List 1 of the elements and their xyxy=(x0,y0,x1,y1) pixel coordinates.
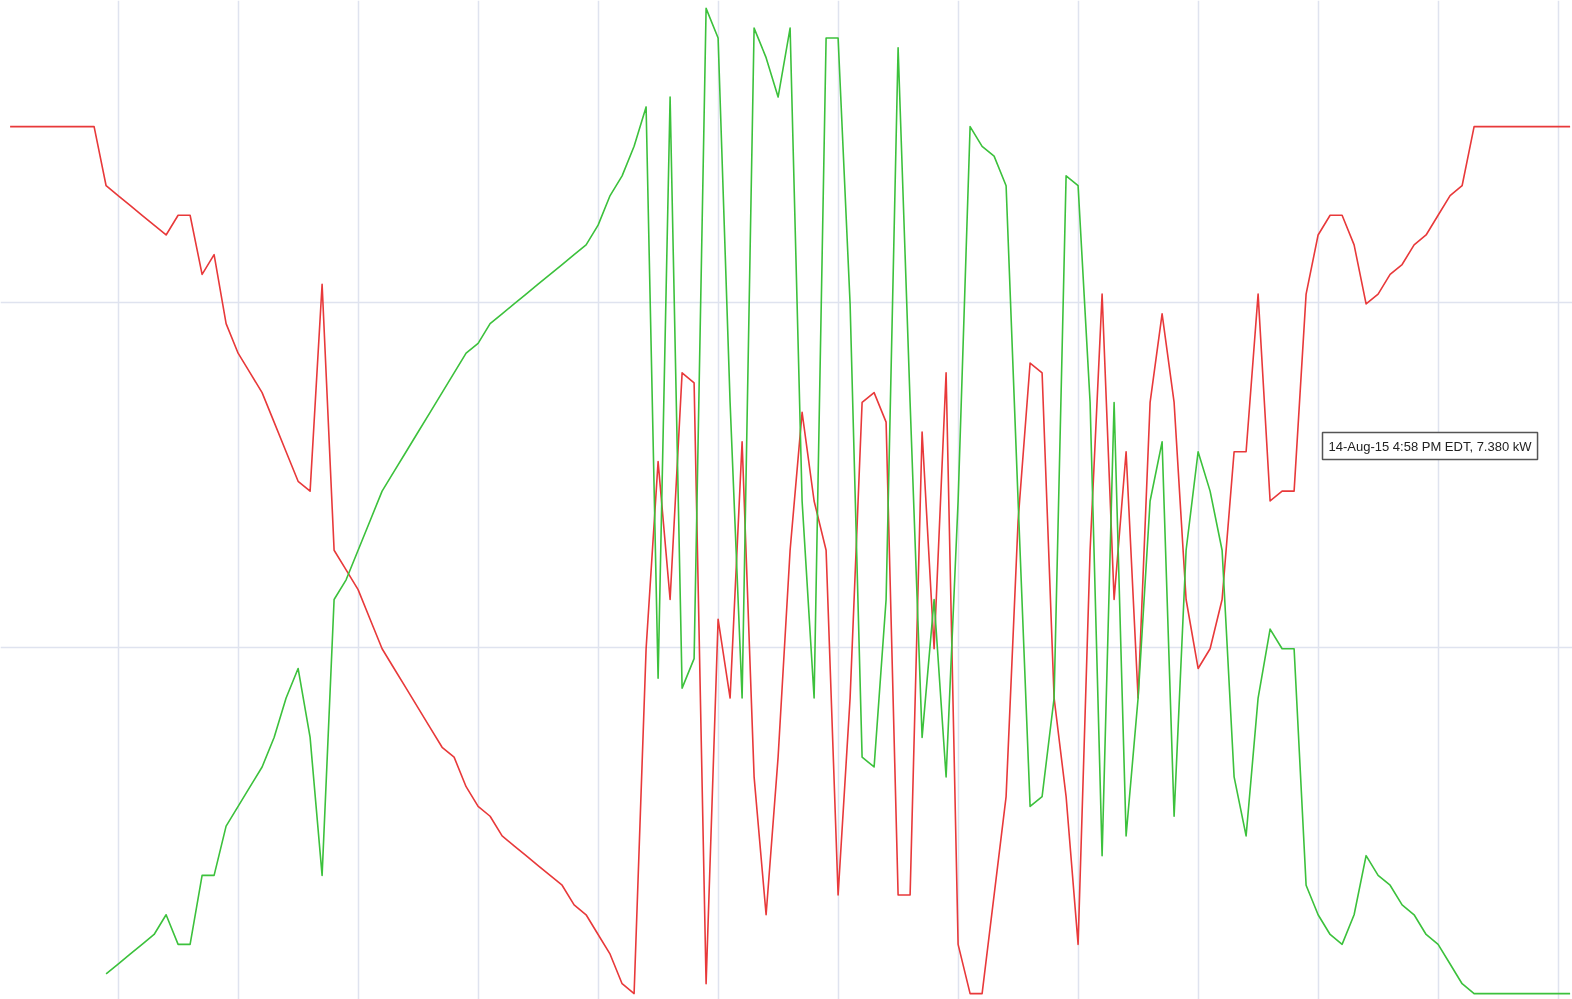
annotation: 14-Aug-15 4:58 PM EDT, 7.380 kW xyxy=(1328,438,1533,454)
